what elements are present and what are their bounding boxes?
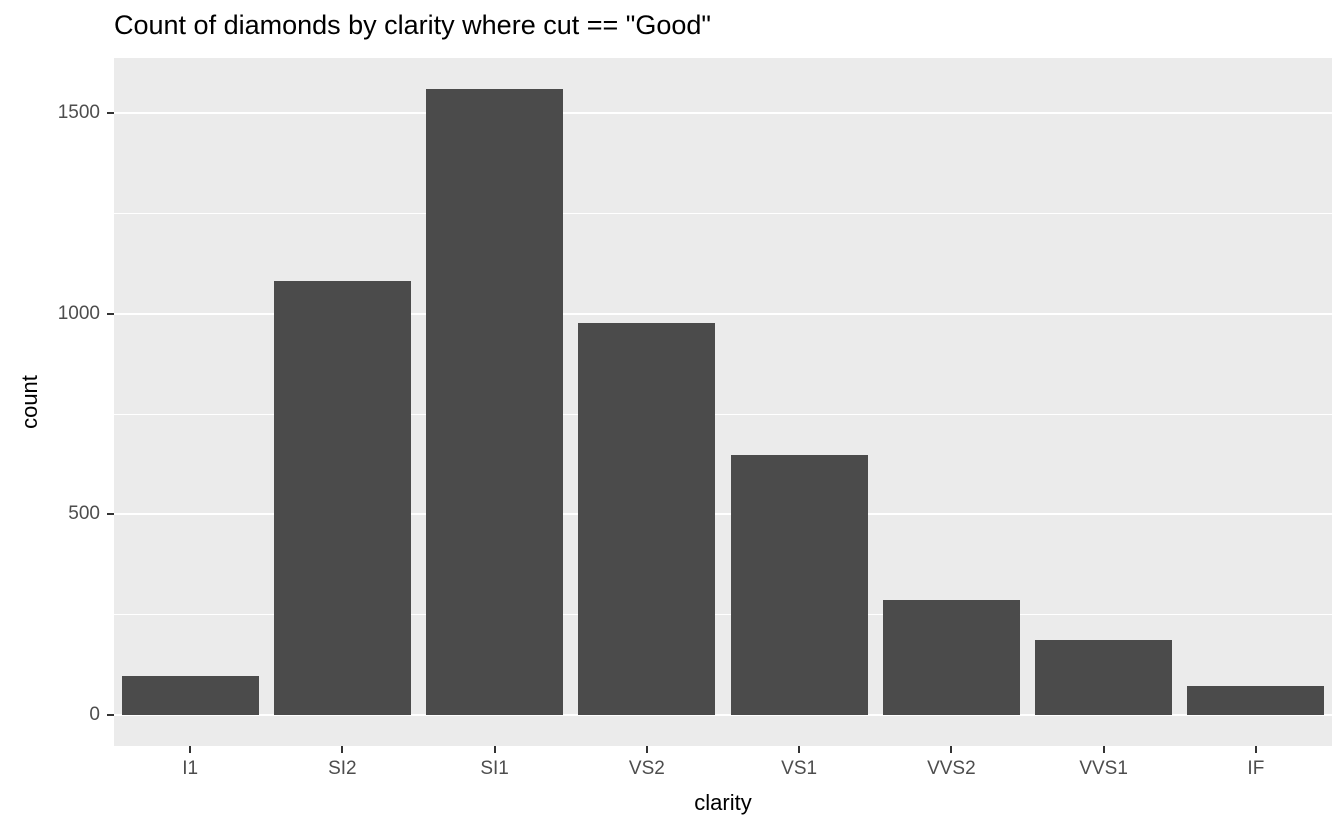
minor-gridline — [114, 613, 1332, 615]
minor-gridline — [114, 213, 1332, 215]
x-axis-title: clarity — [694, 790, 752, 815]
x-tick-mark — [1254, 746, 1257, 753]
x-tick-label: SI2 — [328, 758, 357, 779]
bar-if — [1187, 686, 1325, 715]
x-tick-label: VVS2 — [927, 758, 976, 779]
y-tick-mark — [107, 112, 114, 115]
y-tick-mark — [107, 713, 114, 716]
bar-si1 — [426, 89, 564, 715]
x-tick-label: IF — [1247, 758, 1265, 779]
x-tick-label: VS2 — [628, 758, 665, 779]
major-gridline — [114, 312, 1332, 315]
x-tick-mark — [950, 746, 953, 753]
plot-panel — [114, 58, 1332, 746]
bar-vvs2 — [882, 600, 1020, 715]
bar-vvs1 — [1035, 640, 1173, 715]
major-gridline — [114, 713, 1332, 716]
bar-vs2 — [578, 322, 716, 715]
x-axis: I1 SI2 SI1 VS2 VS1 VVS2 VVS1 IF — [114, 746, 1332, 796]
y-tick-label: 1500 — [57, 102, 100, 124]
x-tick-mark — [341, 746, 344, 753]
bar-si2 — [273, 281, 411, 715]
y-axis: 0 500 1000 1500 — [0, 58, 114, 746]
x-tick-mark — [189, 746, 192, 753]
x-tick-mark — [645, 746, 648, 753]
major-gridline — [114, 513, 1332, 516]
x-tick-label: VS1 — [781, 758, 818, 779]
minor-gridline — [114, 413, 1332, 415]
x-tick-mark — [1102, 746, 1105, 753]
y-tick-mark — [107, 312, 114, 315]
y-tick-mark — [107, 513, 114, 516]
chart-title: Count of diamonds by clarity where cut =… — [114, 10, 711, 40]
x-tick-label: I1 — [182, 758, 199, 779]
bar-i1 — [121, 676, 259, 715]
y-tick-label: 500 — [68, 503, 100, 525]
y-tick-label: 1000 — [57, 302, 100, 324]
x-tick-mark — [493, 746, 496, 753]
x-tick-label: SI1 — [480, 758, 509, 779]
bar-vs1 — [730, 454, 868, 715]
y-tick-label: 0 — [89, 703, 100, 725]
major-gridline — [114, 112, 1332, 115]
x-tick-label: VVS1 — [1079, 758, 1128, 779]
x-tick-mark — [798, 746, 801, 753]
